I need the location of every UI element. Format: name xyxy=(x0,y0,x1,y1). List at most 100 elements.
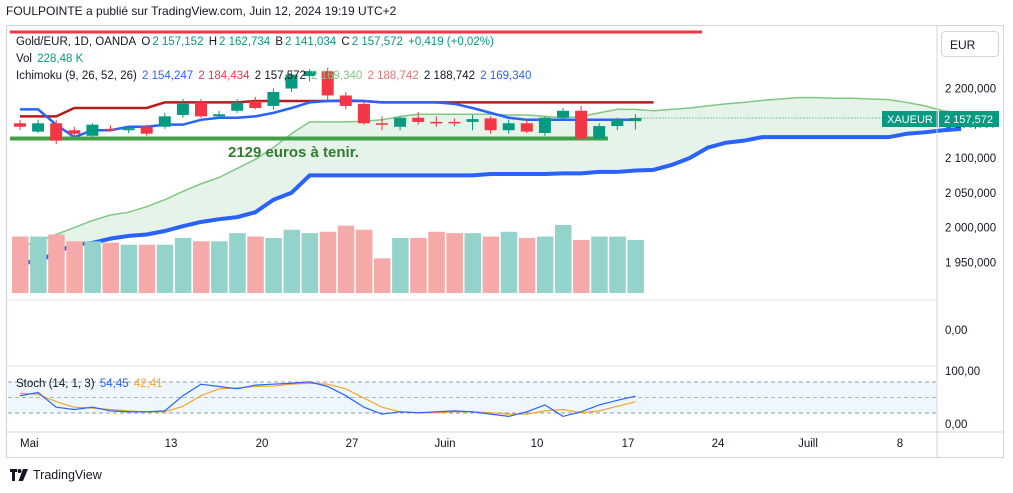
volume-zero-label: 0,00 xyxy=(945,325,967,337)
senkou-span-b-line xyxy=(20,126,962,265)
candle-body xyxy=(267,92,280,106)
candle-body xyxy=(448,121,461,124)
publication-caption: FOULPOINTE a publié sur TradingView.com,… xyxy=(6,4,397,18)
y-tick-label: 2 200,000 xyxy=(945,84,996,96)
volume-bar xyxy=(193,241,210,293)
volume-bar xyxy=(428,231,445,293)
x-tick-label: Juill xyxy=(798,438,818,450)
y-tick-label: 2 100,000 xyxy=(945,153,996,165)
volume-bar xyxy=(301,233,319,293)
candle-body xyxy=(394,117,407,127)
volume-bar xyxy=(536,236,554,293)
y-tick-label: 2 000,000 xyxy=(945,223,996,235)
volume-bar xyxy=(392,237,409,293)
x-tick-label: 17 xyxy=(622,438,635,450)
candle-body xyxy=(50,123,63,141)
volume-bar xyxy=(355,229,373,293)
volume-bar xyxy=(518,237,536,293)
price-tag-value: 2 157,572 xyxy=(944,114,993,126)
candle-body xyxy=(629,118,642,122)
legend-c-label: C xyxy=(341,36,350,48)
candle-body xyxy=(122,128,135,131)
candle-body xyxy=(357,103,370,124)
candle-body xyxy=(32,123,45,132)
candle-body xyxy=(557,110,569,118)
volume-bar xyxy=(283,229,300,293)
legend-ichimoku-tenkan: 2 154,247 xyxy=(142,70,194,82)
volume-bar xyxy=(555,225,572,293)
legend-ichimoku-value-7: 2 169,340 xyxy=(480,70,532,82)
candle-body xyxy=(14,123,26,127)
volume-bar xyxy=(337,225,355,293)
x-tick-label: 8 xyxy=(897,438,903,450)
stoch-tick-100: 100,00 xyxy=(945,366,980,378)
candle-body xyxy=(593,126,606,139)
volume-bar xyxy=(174,237,192,293)
legend-ichimoku-span-b: 2 188,742 xyxy=(367,70,419,82)
currency-button[interactable]: EUR xyxy=(941,31,999,57)
legend-ichimoku: Ichimoku (9, 26, 52, 26) 2 154,247 2 184… xyxy=(16,70,533,82)
volume-bar xyxy=(410,237,427,293)
legend-ichimoku-kijun: 2 184,434 xyxy=(198,70,250,82)
candle-body xyxy=(249,101,262,108)
volume-bar xyxy=(374,258,391,293)
volume-bar xyxy=(247,236,264,293)
x-tick-label: Juin xyxy=(434,438,455,450)
tradingview-brand: TradingView xyxy=(10,468,102,482)
volume-bar xyxy=(229,233,246,293)
x-tick-label: 24 xyxy=(712,438,725,450)
volume-bar xyxy=(30,236,47,293)
volume-bar xyxy=(211,241,228,293)
stoch-k-line xyxy=(19,381,636,418)
legend-stoch-label: Stoch (14, 1, 3) xyxy=(16,378,95,390)
legend-h-value: 2 162,734 xyxy=(219,36,271,48)
brand-name: TradingView xyxy=(33,468,102,482)
legend-stoch-k: 54,45 xyxy=(99,378,129,390)
candle-body xyxy=(376,123,388,125)
chart-frame xyxy=(6,25,1004,458)
volume-bar xyxy=(500,231,518,293)
volume-bar xyxy=(156,244,174,293)
stoch-d-line xyxy=(19,382,636,415)
price-tag-value-box xyxy=(939,111,999,127)
legend-o-label: O xyxy=(141,36,151,48)
legend-stoch-d: 42,41 xyxy=(133,378,163,390)
candle-body xyxy=(195,102,207,117)
price-tag-symbol: XAUEUR xyxy=(887,114,933,126)
candle-body xyxy=(303,71,316,77)
legend-vol-label: Vol xyxy=(16,53,32,65)
candle-body xyxy=(430,121,443,124)
volume-bar xyxy=(573,239,590,293)
volume-bar xyxy=(627,239,644,293)
volume-bar xyxy=(102,242,119,293)
y-tick-label: 2 050,000 xyxy=(945,188,996,200)
candle-body xyxy=(140,126,153,134)
legend-vol-value: 228,48 K xyxy=(37,53,84,65)
volume-bar xyxy=(138,244,156,293)
candle-body xyxy=(158,116,171,127)
volume-bar xyxy=(120,244,138,293)
candle-body xyxy=(538,117,551,134)
volume-bar xyxy=(464,233,481,293)
candle-body xyxy=(611,119,624,127)
x-tick-label: 20 xyxy=(256,438,269,450)
price-tag-symbol-box xyxy=(882,111,938,127)
legend-stoch: Stoch (14, 1, 3) 54,45 42,41 xyxy=(16,378,165,390)
candle-body xyxy=(231,102,244,111)
volume-bar xyxy=(591,236,608,293)
support-annotation: 2129 euros à tenir. xyxy=(228,144,359,161)
volume-bar xyxy=(48,234,65,293)
ichimoku-cloud xyxy=(20,97,962,263)
candle-body xyxy=(321,71,334,96)
volume-bar xyxy=(609,236,626,293)
volume-bar xyxy=(446,233,463,293)
x-tick-label: 13 xyxy=(165,438,178,450)
volume-bar xyxy=(66,241,83,293)
legend-b-value: 2 141,034 xyxy=(285,36,337,48)
legend-ichimoku-span-a: 2 169,340 xyxy=(311,70,363,82)
candle-body xyxy=(575,110,588,139)
stoch-tick-0: 0,00 xyxy=(945,419,967,431)
candle-body xyxy=(466,119,479,122)
candle-body xyxy=(213,114,226,117)
